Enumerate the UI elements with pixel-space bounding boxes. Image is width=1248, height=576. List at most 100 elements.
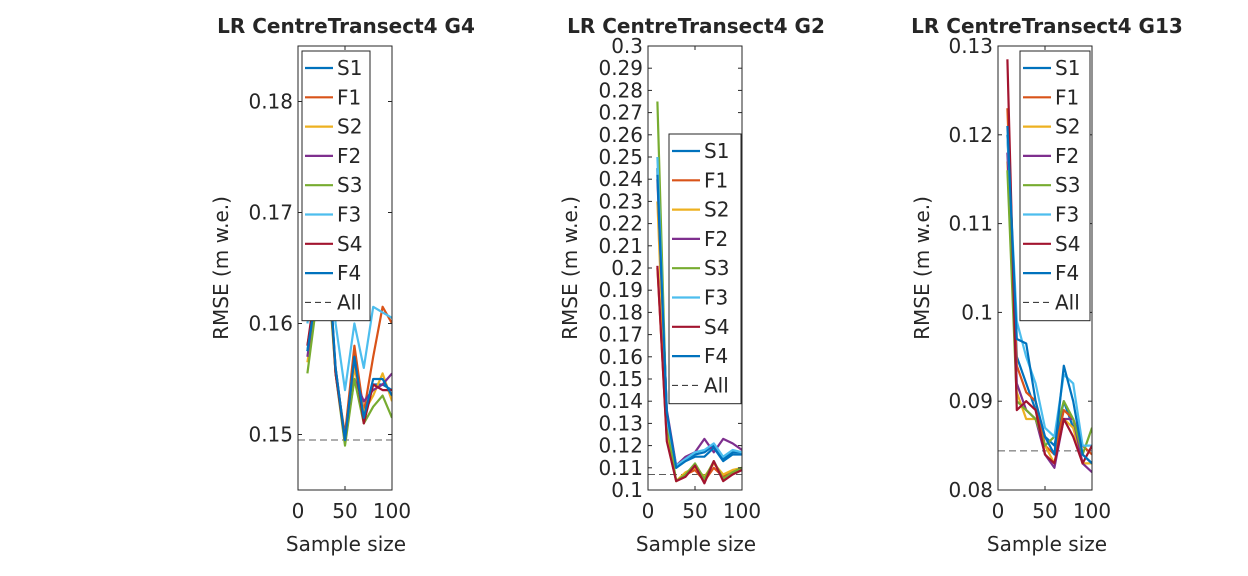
legend-box (301, 50, 371, 322)
y-tick-label: 0.08 (948, 478, 993, 502)
y-tick-label: 0.13 (948, 34, 993, 58)
y-tick-label: 0.21 (598, 234, 643, 258)
y-tick-label: 0.22 (598, 212, 643, 236)
series-line-f2 (1006, 152, 1092, 474)
y-tick-label: 0.29 (598, 56, 643, 80)
legend-entry-s3: S3 (305, 173, 362, 197)
y-tick-label: 0.18 (598, 300, 643, 324)
y-tick-label: 0.16 (598, 345, 643, 369)
y-axis-label: RMSE (m w.e.) (910, 196, 934, 340)
legend-label-s1: S1 (337, 56, 362, 80)
legend-label-f4: F4 (337, 261, 361, 285)
y-tick-label: 0.26 (598, 123, 643, 147)
y-tick-label: 0.25 (598, 145, 643, 169)
legend-entry-s4: S4 (1023, 232, 1080, 256)
legend-entry-s1: S1 (1023, 56, 1080, 80)
legend-entry-f2: F2 (305, 144, 361, 168)
y-tick-label: 0.18 (248, 90, 293, 114)
chart-panel-g4: LR CentreTransect4 G4 Sample size RMSE (… (209, 14, 475, 556)
legend-entry-f2: F2 (672, 227, 728, 251)
series-line-f4 (1006, 125, 1092, 465)
legend-entry-all: All (305, 290, 362, 314)
x-axis-label: Sample size (286, 532, 406, 556)
series-line-f4 (656, 174, 742, 469)
y-tick-label: 0.11 (598, 456, 643, 480)
legend-label-s2: S2 (337, 115, 362, 139)
series-line-f3 (1006, 134, 1092, 447)
y-axis-label: RMSE (m w.e.) (558, 196, 582, 340)
y-axis-label: RMSE (m w.e.) (209, 196, 233, 340)
y-tick-label: 0.2 (611, 256, 643, 280)
y-tick-label: 0.16 (248, 312, 293, 336)
x-tick-label: 0 (642, 499, 655, 523)
x-tick-label: 0 (992, 499, 1005, 523)
legend: S1 F1 S2 F2 S3 F3 S4 F4 All (1019, 50, 1091, 322)
legend: S1 F1 S2 F2 S3 F3 S4 F4 All (668, 133, 742, 405)
legend-label-s4: S4 (1055, 232, 1080, 256)
legend-label-all: All (1055, 290, 1080, 314)
legend-label-f4: F4 (704, 344, 728, 368)
y-tick-label: 0.27 (598, 101, 643, 125)
x-tick-label: 100 (723, 499, 761, 523)
y-tick-label: 0.1 (961, 300, 993, 324)
y-tick-label: 0.28 (598, 78, 643, 102)
series-line-s4 (1006, 59, 1092, 465)
y-tick-label: 0.12 (948, 123, 993, 147)
legend-entry-s2: S2 (1023, 115, 1080, 139)
legend-label-s4: S4 (337, 232, 362, 256)
legend-entry-s4: S4 (672, 315, 729, 339)
x-axis-label: Sample size (987, 532, 1107, 556)
x-tick-label: 100 (373, 499, 411, 523)
legend-entry-s4: S4 (305, 232, 362, 256)
y-tick-label: 0.17 (598, 323, 643, 347)
chart-panel-g2: LR CentreTransect4 G2 Sample size RMSE (… (558, 14, 825, 556)
x-tick-label: 50 (682, 499, 707, 523)
y-tick-label: 0.12 (598, 434, 643, 458)
legend-label-all: All (337, 290, 362, 314)
chart-panel-g13: LR CentreTransect4 G13 Sample size RMSE … (910, 14, 1183, 556)
legend-label-f3: F3 (337, 203, 361, 227)
legend-entry-s3: S3 (1023, 173, 1080, 197)
legend: S1 F1 S2 F2 S3 F3 S4 F4 All (301, 50, 371, 322)
chart-title: LR CentreTransect4 G4 (217, 14, 475, 38)
y-tick-label: 0.15 (598, 367, 643, 391)
legend-entry-s2: S2 (672, 198, 729, 222)
legend-label-s3: S3 (1055, 173, 1080, 197)
y-tick-label: 0.23 (598, 189, 643, 213)
series-line-s3 (656, 101, 742, 483)
y-tick-label: 0.17 (248, 201, 293, 225)
legend-label-s2: S2 (704, 198, 729, 222)
legend-label-f4: F4 (1055, 261, 1079, 285)
legend-entry-f3: F3 (305, 203, 361, 227)
chart-title: LR CentreTransect4 G13 (911, 14, 1183, 38)
legend-label-s3: S3 (337, 173, 362, 197)
legend-entry-s2: S2 (305, 115, 362, 139)
y-tick-label: 0.13 (598, 411, 643, 435)
x-tick-label: 100 (1073, 499, 1111, 523)
legend-entry-all: All (672, 373, 729, 397)
plot-data (998, 59, 1092, 474)
legend-entry-f1: F1 (1023, 85, 1079, 109)
legend-label-f1: F1 (337, 85, 361, 109)
x-tick-label: 50 (332, 499, 357, 523)
legend-entry-f2: F2 (1023, 144, 1079, 168)
y-tick-label: 0.15 (248, 423, 293, 447)
y-tick-label: 0.14 (598, 389, 643, 413)
legend-label-f2: F2 (704, 227, 728, 251)
legend-label-s3: S3 (704, 256, 729, 280)
plot-data (648, 101, 742, 485)
legend-label-s1: S1 (704, 139, 729, 163)
series-line-s4 (656, 265, 742, 485)
x-tick-label: 0 (292, 499, 305, 523)
legend-entry-f3: F3 (672, 286, 728, 310)
y-tick-label: 0.24 (598, 167, 643, 191)
y-tick-label: 0.3 (611, 34, 643, 58)
legend-entry-f4: F4 (305, 261, 361, 285)
legend-label-f1: F1 (704, 168, 728, 192)
legend-label-f1: F1 (1055, 85, 1079, 109)
y-tick-label: 0.11 (948, 212, 993, 236)
legend-entry-f4: F4 (1023, 261, 1079, 285)
legend-label-f2: F2 (1055, 144, 1079, 168)
legend-label-s2: S2 (1055, 115, 1080, 139)
legend-entry-f1: F1 (672, 168, 728, 192)
